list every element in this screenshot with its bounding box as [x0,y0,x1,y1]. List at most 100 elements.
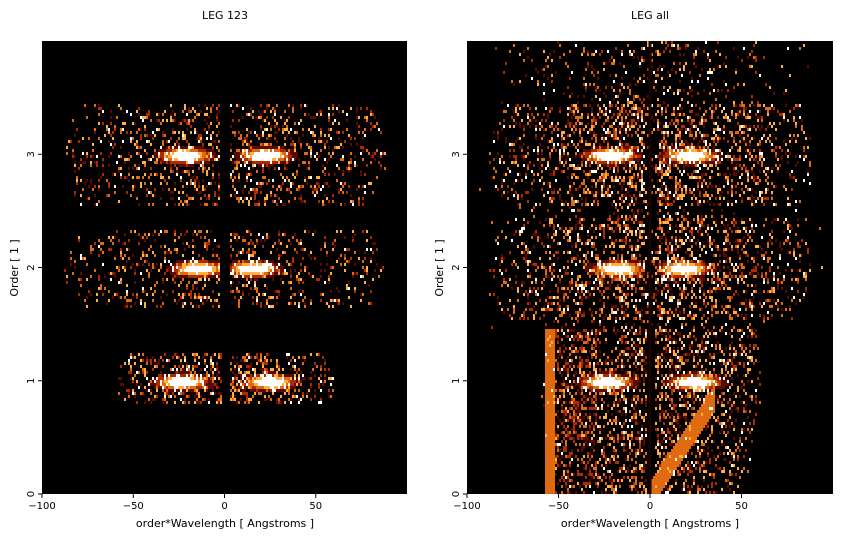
heatmap-cell [533,146,535,149]
heatmap-cell [521,146,523,149]
heatmap-cell [244,356,246,359]
heatmap-cell [557,305,559,308]
heatmap-cell [573,164,575,167]
heatmap-cell [200,278,202,281]
heatmap-cell [308,167,310,170]
heatmap-cell [216,272,218,275]
heatmap-cell [218,194,220,197]
heatmap-cell [571,92,573,95]
heatmap-cell [583,284,585,287]
heatmap-cell [184,107,186,110]
heatmap-cell [220,377,222,380]
heatmap-cell [563,350,565,353]
heatmap-cell [212,305,214,308]
heatmap-cell [551,275,553,278]
heatmap-cell [523,59,525,62]
heatmap-cell [218,188,220,191]
heatmap-cell [565,233,567,236]
heatmap-cell [102,173,104,176]
heatmap-cell [549,53,551,56]
heatmap-cell [288,152,290,155]
heatmap-cell [304,305,306,308]
heatmap-cell [551,200,553,203]
heatmap-cell [579,368,581,371]
heatmap-cell [212,173,214,176]
heatmap-cell [132,185,134,188]
heatmap-cell [266,200,268,203]
heatmap-cell [192,365,194,368]
heatmap-cell [126,305,128,308]
heatmap-cell [324,380,326,383]
heatmap-cell [326,197,328,200]
heatmap-cell [565,461,567,464]
heatmap-cell [250,152,252,155]
heatmap-cell [348,167,350,170]
heatmap-cell [180,266,182,269]
heatmap-cell [515,140,517,143]
heatmap-cell [286,161,288,164]
heatmap-cell [278,266,280,269]
heatmap-cell [148,275,150,278]
heatmap-cell [168,140,170,143]
heatmap-cell [318,383,320,386]
heatmap-cell [134,302,136,305]
heatmap-cell [278,167,280,170]
heatmap-cell [154,278,156,281]
heatmap-cell [575,215,577,218]
heatmap-cell [244,386,246,389]
heatmap-cell [294,395,296,398]
heatmap-cell [196,170,198,173]
heatmap-cell [262,269,264,272]
heatmap-cell [551,131,553,134]
heatmap-cell [563,149,565,152]
heatmap-cell [238,158,240,161]
heatmap-cell [559,278,561,281]
heatmap-cell [216,134,218,137]
heatmap-cell [589,158,591,161]
heatmap-cell [555,422,557,425]
heatmap-cell [366,164,368,167]
heatmap-cell [270,269,272,272]
heatmap-cell [128,371,130,374]
heatmap-cell [252,302,254,305]
heatmap-cell [314,362,316,365]
heatmap-cell [555,380,557,383]
heatmap-cell [276,260,278,263]
heatmap-cell [242,386,244,389]
heatmap-cell [192,149,194,152]
heatmap-cell [246,260,248,263]
heatmap-cell [184,275,186,278]
heatmap-cell [549,464,551,467]
heatmap-cell [144,305,146,308]
heatmap-cell [120,128,122,131]
heatmap-cell [184,248,186,251]
heatmap-cell [547,419,549,422]
heatmap-cell [190,197,192,200]
heatmap-cell [250,269,252,272]
heatmap-cell [549,158,551,161]
heatmap-cell [567,386,569,389]
heatmap-cell [300,380,302,383]
heatmap-cell [172,269,174,272]
heatmap-cell [555,359,557,362]
heatmap-cell [565,161,567,164]
heatmap-cell [589,83,591,86]
heatmap-cell [549,182,551,185]
heatmap-cell [294,386,296,389]
heatmap-cell [535,293,537,296]
heatmap-cell [262,176,264,179]
heatmap-cell [551,356,553,359]
heatmap-cell [276,263,278,266]
heatmap-cell [288,104,290,107]
heatmap-cell [216,299,218,302]
heatmap-cell [565,344,567,347]
heatmap-cell [248,278,250,281]
heatmap-cell [583,350,585,353]
heatmap-cell [314,140,316,143]
heatmap-cell [132,263,134,266]
heatmap-cell [559,152,561,155]
heatmap-cell [296,239,298,242]
heatmap-cell [164,161,166,164]
heatmap-cell [232,392,234,395]
heatmap-cell [589,149,591,152]
